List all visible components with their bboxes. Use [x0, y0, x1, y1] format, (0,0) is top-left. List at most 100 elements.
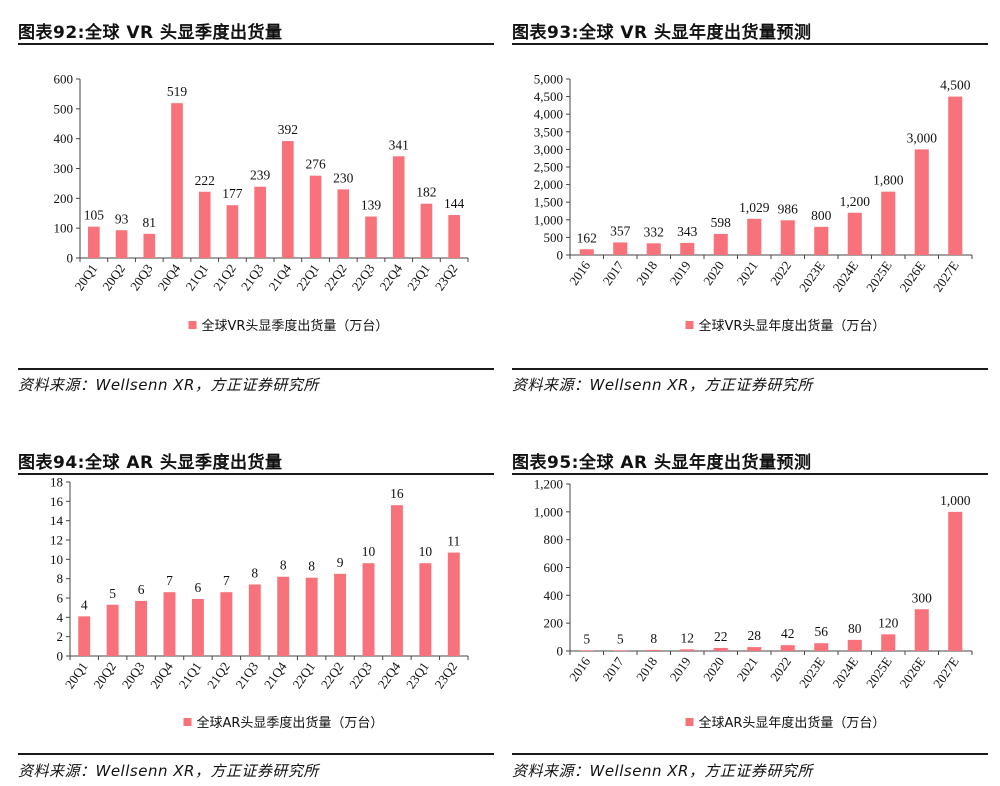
data-label: 42 [781, 626, 795, 641]
x-tick-label: 2021 [734, 258, 761, 288]
chart-svg: 0 2 4 6 8 10 12 14 16 18 4 20Q1 5 20Q2 6 20Q3 7 20Q4 6 21Q1… [50, 475, 469, 731]
x-tick-label: 2018 [633, 654, 660, 684]
y-tick-label: 1,000 [534, 504, 563, 519]
x-tick-label: 2027E [930, 654, 962, 690]
source-note: 资料来源：Wellsenn XR，方正证券研究所 [512, 762, 813, 780]
x-tick-label: 2020 [700, 258, 727, 288]
y-tick-label: 1,500 [534, 195, 563, 210]
bar [334, 573, 347, 656]
x-tick-label: 2019 [667, 654, 694, 684]
y-tick-label: 600 [544, 560, 564, 575]
y-tick-label: 0 [557, 644, 564, 659]
data-label: 81 [143, 215, 157, 230]
data-label: 139 [361, 198, 382, 213]
bar [362, 563, 375, 656]
x-tick-label: 20Q4 [147, 659, 176, 692]
x-tick-label: 20Q1 [71, 261, 100, 293]
y-tick-label: 200 [54, 191, 74, 206]
x-tick-label: 2026E [896, 654, 928, 690]
data-label: 5 [583, 631, 590, 646]
x-tick-label: 23Q1 [403, 659, 432, 691]
x-tick-label: 2018 [633, 258, 660, 288]
data-label: 239 [250, 168, 271, 183]
chart-title: 图表92:全球 VR 头显季度出货量 [18, 23, 283, 43]
data-label: 1,800 [873, 173, 904, 188]
data-label: 105 [84, 208, 105, 223]
y-tick-label: 500 [544, 230, 564, 245]
bar [847, 212, 862, 255]
x-tick-label: 20Q2 [99, 261, 128, 293]
data-label: 1,029 [739, 200, 770, 215]
y-tick-label: 6 [57, 591, 64, 606]
x-tick-label: 2023E [796, 258, 828, 294]
bar [226, 205, 239, 258]
chart-svg: 0 100 200 300 400 500 600 105 20Q1 93 20Q2 81 20Q3 51… [54, 72, 469, 334]
bar [254, 186, 266, 258]
y-tick-label: 400 [54, 131, 74, 146]
y-tick-label: 100 [54, 221, 74, 236]
bar [143, 233, 156, 258]
x-tick-label: 21Q4 [261, 659, 290, 692]
bar [248, 584, 261, 656]
y-tick-label: 4,500 [534, 89, 563, 104]
data-label: 5 [109, 586, 116, 601]
source-note: 资料来源：Wellsenn XR，方正证券研究所 [18, 762, 319, 780]
bar [579, 650, 594, 651]
data-label: 8 [280, 558, 287, 573]
data-label: 80 [848, 621, 862, 636]
y-tick-label: 2 [57, 629, 64, 644]
y-tick-label: 2,000 [534, 177, 563, 192]
data-label: 300 [912, 590, 933, 605]
bar [309, 175, 322, 258]
y-tick-label: 800 [544, 532, 564, 547]
data-label: 341 [389, 137, 409, 152]
bar [191, 598, 204, 656]
data-label: 3,000 [907, 130, 938, 145]
y-tick-label: 300 [54, 161, 74, 176]
data-label: 1,200 [840, 194, 871, 209]
x-tick-label: 23Q1 [404, 261, 433, 293]
x-tick-label: 21Q3 [238, 261, 267, 293]
data-label: 343 [677, 224, 698, 239]
bar [220, 592, 233, 656]
data-label: 222 [195, 173, 215, 188]
data-label: 8 [251, 565, 258, 580]
data-label: 12 [681, 630, 695, 645]
bar [613, 650, 628, 651]
x-tick-label: 21Q4 [265, 261, 294, 294]
legend-swatch [188, 321, 197, 329]
x-tick-label: 2024E [829, 654, 861, 690]
chart-title: 图表95:全球 AR 头显年度出货量预测 [512, 453, 812, 473]
x-tick-label: 20Q4 [155, 261, 184, 294]
bar [646, 649, 661, 651]
bar [365, 216, 377, 258]
x-tick-label: 20Q3 [127, 261, 156, 293]
bar [680, 649, 695, 651]
bar [106, 604, 119, 656]
x-tick-label: 21Q1 [176, 659, 205, 691]
x-tick-label: 2016 [566, 258, 593, 288]
x-tick-label: 2021 [734, 654, 761, 684]
x-tick-label: 23Q2 [431, 659, 460, 691]
data-label: 144 [444, 196, 465, 211]
title-rule [18, 43, 494, 45]
bar [198, 191, 211, 258]
data-label: 598 [711, 215, 732, 230]
data-label: 357 [610, 223, 631, 238]
data-label: 10 [362, 544, 376, 559]
bar [305, 577, 318, 656]
y-tick-label: 5,000 [534, 72, 563, 87]
bar [390, 505, 403, 656]
bar [135, 600, 148, 656]
chart-svg: 0 200 400 600 800 1,000 1,200 5 2016 5 2017 8 2018 12… [534, 477, 973, 731]
x-tick-label: 20Q2 [90, 659, 119, 691]
title-rule [18, 473, 494, 475]
data-label: 7 [166, 573, 173, 588]
y-tick-label: 3,500 [534, 124, 563, 139]
data-label: 4,500 [940, 78, 971, 93]
bar [713, 647, 728, 651]
bar [282, 141, 294, 258]
data-label: 11 [447, 534, 460, 549]
data-label: 6 [138, 582, 145, 597]
y-tick-label: 12 [50, 533, 63, 548]
